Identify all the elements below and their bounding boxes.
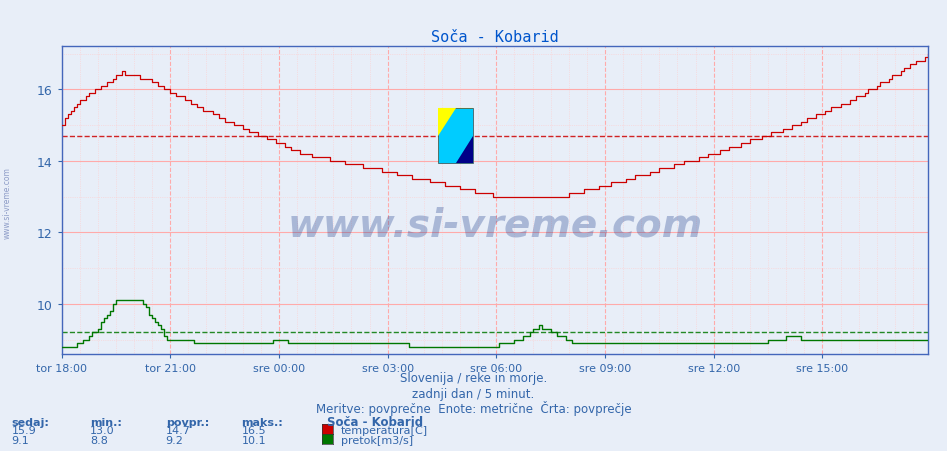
Polygon shape: [438, 109, 474, 164]
Text: 14.7: 14.7: [166, 425, 190, 435]
Text: sedaj:: sedaj:: [11, 417, 49, 427]
Text: Slovenija / reke in morje.: Slovenija / reke in morje.: [400, 371, 547, 384]
Polygon shape: [438, 109, 474, 164]
Polygon shape: [456, 136, 474, 164]
Text: 16.5: 16.5: [241, 425, 266, 435]
Text: www.si-vreme.com: www.si-vreme.com: [3, 167, 12, 239]
Text: 9.2: 9.2: [166, 435, 184, 445]
Text: Soča - Kobarid: Soča - Kobarid: [327, 415, 423, 428]
Text: Meritve: povprečne  Enote: metrične  Črta: povprečje: Meritve: povprečne Enote: metrične Črta:…: [315, 400, 632, 415]
Polygon shape: [438, 109, 474, 164]
Text: 13.0: 13.0: [90, 425, 115, 435]
Text: 9.1: 9.1: [11, 435, 29, 445]
Text: min.:: min.:: [90, 417, 122, 427]
Text: povpr.:: povpr.:: [166, 417, 209, 427]
Text: zadnji dan / 5 minut.: zadnji dan / 5 minut.: [412, 387, 535, 400]
Text: pretok[m3/s]: pretok[m3/s]: [341, 435, 413, 445]
Text: 8.8: 8.8: [90, 435, 108, 445]
Text: maks.:: maks.:: [241, 417, 283, 427]
Text: 15.9: 15.9: [11, 425, 36, 435]
Polygon shape: [438, 109, 456, 136]
Text: 10.1: 10.1: [241, 435, 266, 445]
Title: Soča - Kobarid: Soča - Kobarid: [431, 30, 559, 45]
Text: temperatura[C]: temperatura[C]: [341, 425, 428, 435]
Text: www.si-vreme.com: www.si-vreme.com: [287, 206, 703, 244]
